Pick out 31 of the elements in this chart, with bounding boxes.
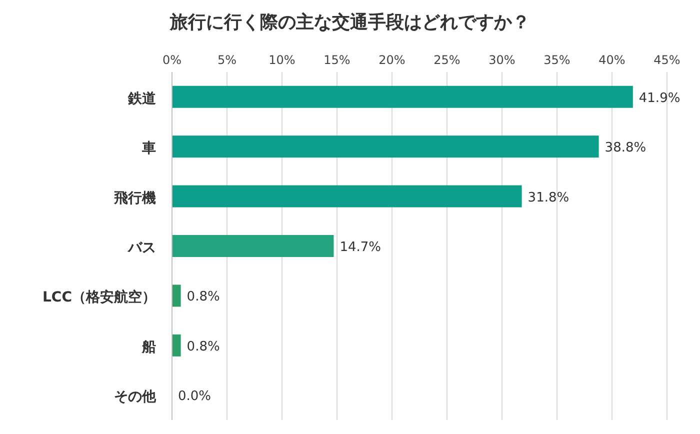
x-tick-label: 45%	[654, 53, 680, 67]
data-label: 0.0%	[178, 389, 212, 404]
x-tick-label: 0%	[162, 53, 182, 67]
data-label: 38.8%	[604, 140, 646, 156]
bar	[172, 334, 181, 356]
y-tick-label: 船	[141, 339, 156, 356]
data-label: 0.8%	[186, 339, 220, 354]
x-tick-label: 35%	[544, 53, 570, 67]
data-label: 14.7%	[340, 240, 382, 255]
y-tick-label: 飛行機	[113, 190, 156, 206]
x-tick-label: 5%	[217, 53, 237, 67]
y-tick-label: LCC（格安航空）	[42, 288, 156, 306]
x-tick-label: 30%	[488, 53, 516, 67]
bar	[172, 86, 633, 108]
x-tick-label: 25%	[434, 53, 460, 67]
data-label: 31.8%	[528, 190, 570, 206]
x-tick-label: 10%	[268, 53, 296, 67]
chart-title: 旅行に行く際の主な交通手段はどれですか？	[169, 12, 530, 33]
y-tick-label: その他	[114, 389, 157, 406]
x-tick-label: 20%	[378, 53, 406, 67]
bar	[172, 235, 334, 257]
y-tick-label: 車	[141, 140, 156, 157]
bar	[172, 284, 181, 307]
data-label: 41.9%	[638, 90, 680, 106]
data-label: 0.8%	[186, 290, 220, 305]
x-tick-label: 40%	[598, 53, 626, 67]
y-tick-label: 鉄道	[127, 90, 157, 107]
bar	[172, 136, 599, 158]
y-tick-label: バス	[127, 240, 156, 256]
bar	[172, 185, 522, 208]
x-tick-label: 15%	[324, 53, 350, 67]
